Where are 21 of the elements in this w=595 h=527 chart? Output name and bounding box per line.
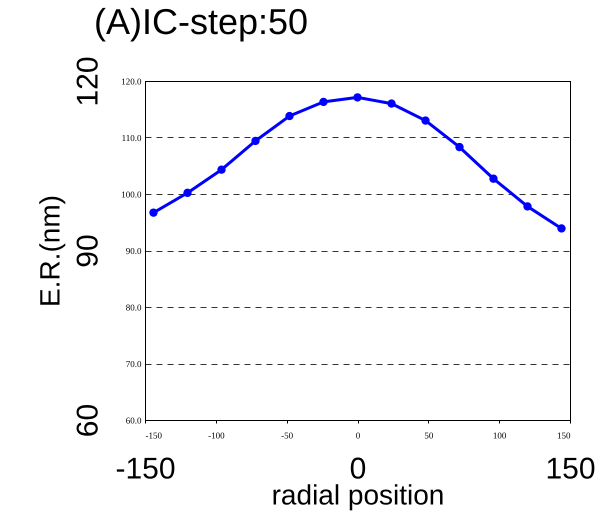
x-tick-label: -50: [281, 430, 294, 440]
x2-tick-label: 150: [545, 452, 595, 486]
y-tick-label: 60: [72, 404, 104, 438]
y2-tick-label: 60.0: [126, 416, 142, 426]
chart-title: (A)IC-step:50: [94, 0, 308, 42]
x-tick-label: 0: [356, 430, 361, 440]
y2-tick-label: 120.0: [121, 76, 142, 86]
x-tick-label: 150: [557, 430, 571, 440]
x-tick-label: 50: [424, 430, 434, 440]
y-tick-label: 120: [72, 56, 104, 107]
y2-tick-label: 110.0: [122, 133, 142, 143]
y2-tick-label: 90.0: [126, 246, 142, 256]
x-tick-label: 100: [492, 430, 507, 440]
y2-tick-label: 70.0: [126, 359, 142, 369]
x2-tick-label: -150: [115, 452, 176, 486]
y2-tick-label: 100.0: [121, 190, 142, 200]
x-tick-label: -100: [208, 430, 226, 440]
x-tick-label: -150: [146, 430, 162, 440]
y-tick-label: 90: [72, 234, 104, 268]
y-axis-title: E.R.(nm): [34, 195, 66, 307]
y2-tick-label: 80.0: [126, 302, 142, 312]
